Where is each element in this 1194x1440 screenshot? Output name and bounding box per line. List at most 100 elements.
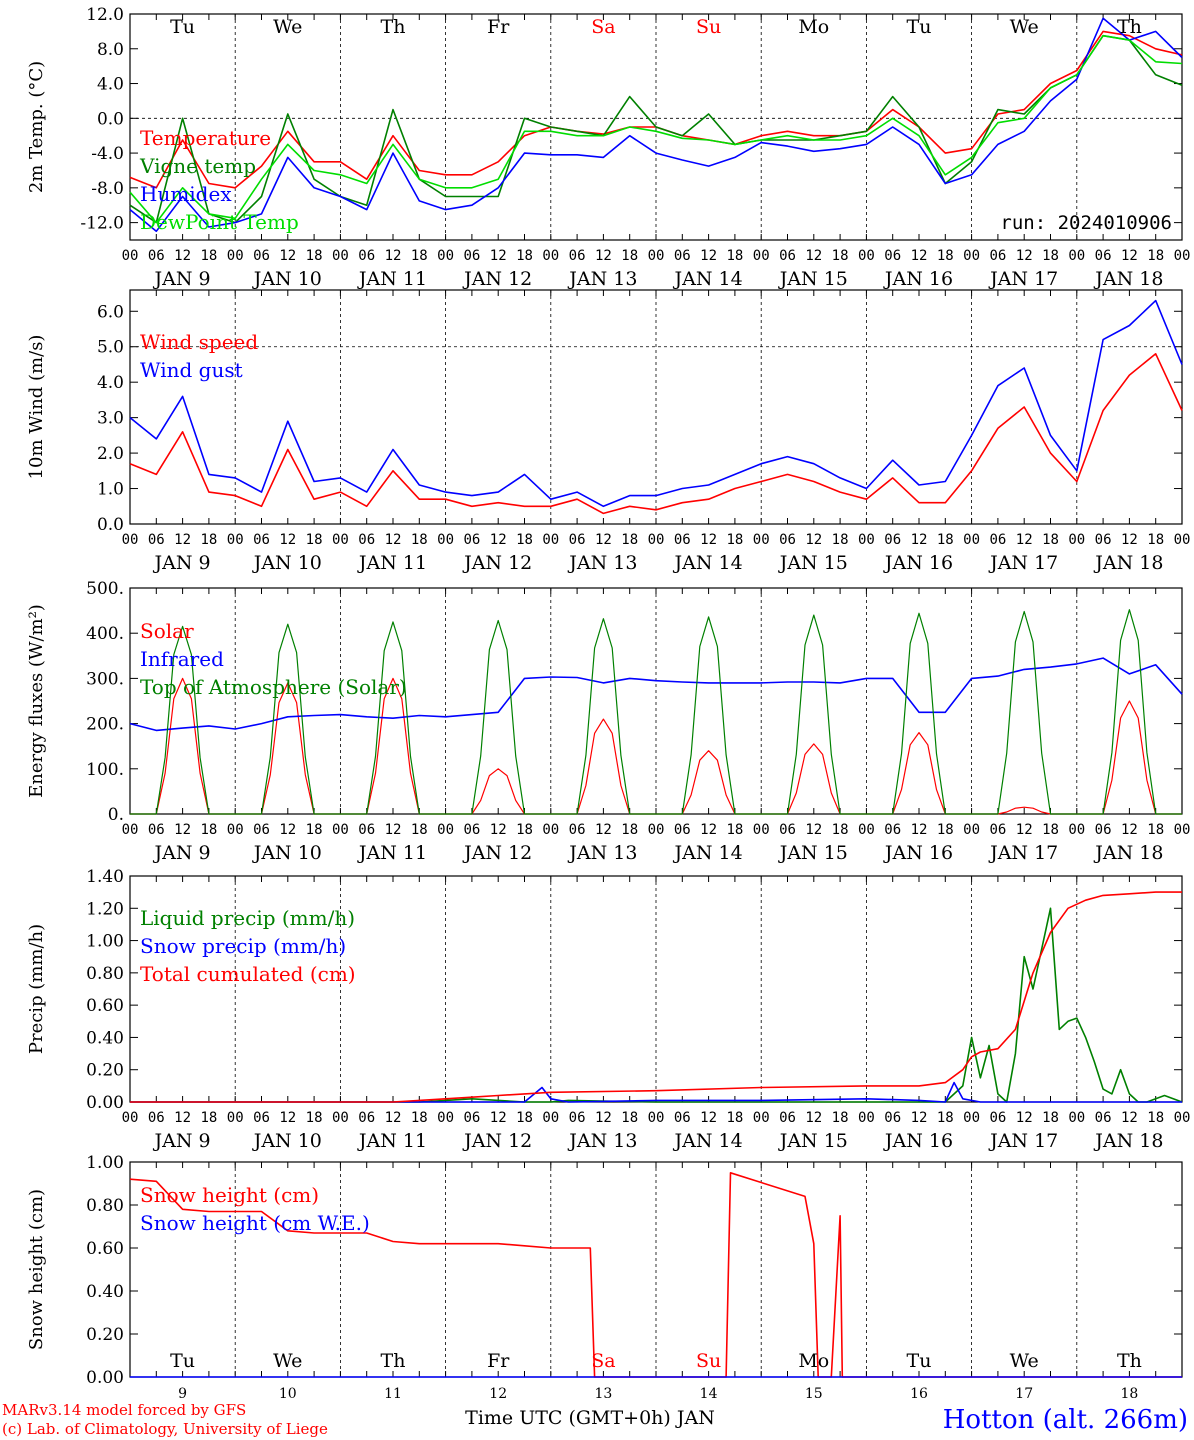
- hour-tick-label: 18: [200, 822, 217, 838]
- hour-tick-label: 06: [884, 248, 901, 264]
- y-axis-title: 10m Wind (m/s): [26, 335, 47, 480]
- hour-tick-label: 12: [805, 1110, 822, 1126]
- hour-tick-label: 12: [279, 532, 296, 548]
- y-tick-label: 200.: [86, 715, 124, 735]
- date-label: JAN 17: [988, 1130, 1058, 1152]
- date-label: JAN 18: [1093, 842, 1163, 864]
- hour-tick-label: 00: [542, 1110, 559, 1126]
- hour-tick-label: 06: [674, 822, 691, 838]
- hour-tick-label: 18: [200, 248, 217, 264]
- y-tick-label: 0.20: [86, 1325, 124, 1345]
- legend-entry: Wind speed: [140, 330, 258, 354]
- y-tick-label: 12.0: [86, 5, 124, 25]
- hour-tick-label: 18: [1147, 532, 1164, 548]
- weekday-label: Tu: [170, 1350, 195, 1372]
- weekday-label: Fr: [487, 1350, 510, 1372]
- hour-tick-label: 06: [358, 1110, 375, 1126]
- date-label: JAN 16: [883, 842, 953, 864]
- date-label: JAN 13: [567, 552, 637, 574]
- date-label: JAN 12: [462, 842, 532, 864]
- y-tick-label: 1.40: [86, 867, 124, 887]
- y-axis-title: 2m Temp. (°C): [26, 61, 47, 193]
- hour-tick-label: 00: [753, 1110, 770, 1126]
- weekday-label: Th: [381, 16, 406, 38]
- hour-tick-label: 06: [779, 532, 796, 548]
- hour-tick-label: 18: [621, 1110, 638, 1126]
- hour-tick-label: 00: [1174, 822, 1191, 838]
- hour-tick-label: 00: [753, 822, 770, 838]
- y-tick-label: -4.0: [91, 144, 124, 164]
- hour-tick-label: 00: [858, 1110, 875, 1126]
- date-label: JAN 13: [567, 268, 637, 290]
- hour-tick-label: 06: [569, 532, 586, 548]
- date-label: JAN 18: [1093, 552, 1163, 574]
- hour-tick-label: 06: [779, 248, 796, 264]
- hour-tick-label: 12: [490, 822, 507, 838]
- date-label: JAN 9: [153, 1130, 211, 1152]
- hour-tick-label: 12: [700, 822, 717, 838]
- legend-entry: Vigne temp: [139, 154, 256, 178]
- hour-tick-label: 12: [700, 248, 717, 264]
- hour-tick-label: 00: [963, 532, 980, 548]
- panel-3: 500. 400. 300. 200. 100. 0. Energy fluxes (W/m…: [26, 579, 1190, 864]
- hour-tick-label: 00: [122, 248, 139, 264]
- hour-tick-label: 18: [411, 1110, 428, 1126]
- hour-tick-label: 06: [463, 248, 480, 264]
- date-label: JAN 10: [252, 842, 322, 864]
- hour-tick-label: 12: [1121, 532, 1138, 548]
- series-line: [129, 299, 1183, 508]
- legend-entry: Temperature: [140, 126, 271, 150]
- hour-tick-label: 18: [306, 532, 323, 548]
- weekday-label: We: [273, 1350, 302, 1372]
- hour-tick-label: 06: [148, 1110, 165, 1126]
- series-line: [129, 34, 1183, 224]
- hour-tick-label: 06: [1095, 248, 1112, 264]
- hour-tick-label: 00: [542, 822, 559, 838]
- y-tick-label: 1.20: [86, 899, 124, 919]
- panel-2: 6.0 5.0 4.0 3.0 2.0 1.0 0.0 10m Wind (m/s) Wind …: [26, 289, 1190, 574]
- weekday-label: Tu: [907, 16, 932, 38]
- date-label: JAN 12: [462, 552, 532, 574]
- hour-tick-label: 06: [463, 1110, 480, 1126]
- y-tick-label: 8.0: [97, 40, 124, 60]
- weekday-label: We: [1010, 16, 1039, 38]
- date-label: JAN 15: [778, 552, 848, 574]
- hour-tick-label: 18: [1042, 1110, 1059, 1126]
- date-label: JAN 11: [357, 268, 427, 290]
- hour-tick-label: 00: [122, 822, 139, 838]
- y-tick-label: 0.00: [86, 1368, 124, 1388]
- date-label: JAN 12: [462, 1130, 532, 1152]
- series-line: [130, 907, 1183, 1103]
- hour-tick-label: 12: [1121, 1110, 1138, 1126]
- hour-tick-label: 00: [227, 1110, 244, 1126]
- y-tick-label: 400.: [86, 624, 124, 644]
- hour-tick-label: 06: [989, 1110, 1006, 1126]
- hour-tick-label: 12: [805, 532, 822, 548]
- hour-tick-label: 06: [253, 248, 270, 264]
- hour-tick-label: 06: [1095, 532, 1112, 548]
- hour-tick-label: 18: [726, 532, 743, 548]
- hour-tick-label: 06: [148, 532, 165, 548]
- hour-tick-label: 00: [227, 248, 244, 264]
- hour-tick-label: 06: [884, 822, 901, 838]
- y-tick-label: 2.0: [97, 444, 124, 464]
- hour-tick-label: 18: [306, 248, 323, 264]
- hour-tick-label: 12: [279, 822, 296, 838]
- legend-entry: Solar: [140, 619, 194, 643]
- y-tick-label: 0.40: [86, 1282, 124, 1302]
- hour-tick-label: 00: [332, 532, 349, 548]
- hour-tick-label: 06: [253, 1110, 270, 1126]
- date-label: JAN 16: [883, 268, 953, 290]
- hour-tick-label: 12: [911, 532, 928, 548]
- y-tick-label: 1.00: [86, 932, 124, 952]
- hour-tick-label: 18: [832, 822, 849, 838]
- hour-tick-label: 12: [595, 532, 612, 548]
- hour-tick-label: 00: [437, 822, 454, 838]
- hour-tick-label: 00: [963, 822, 980, 838]
- hour-tick-label: 18: [726, 822, 743, 838]
- y-tick-label: 6.0: [97, 302, 124, 322]
- hour-tick-label: 00: [753, 248, 770, 264]
- run-label: run: 2024010906: [1000, 212, 1172, 234]
- hour-tick-label: 00: [858, 532, 875, 548]
